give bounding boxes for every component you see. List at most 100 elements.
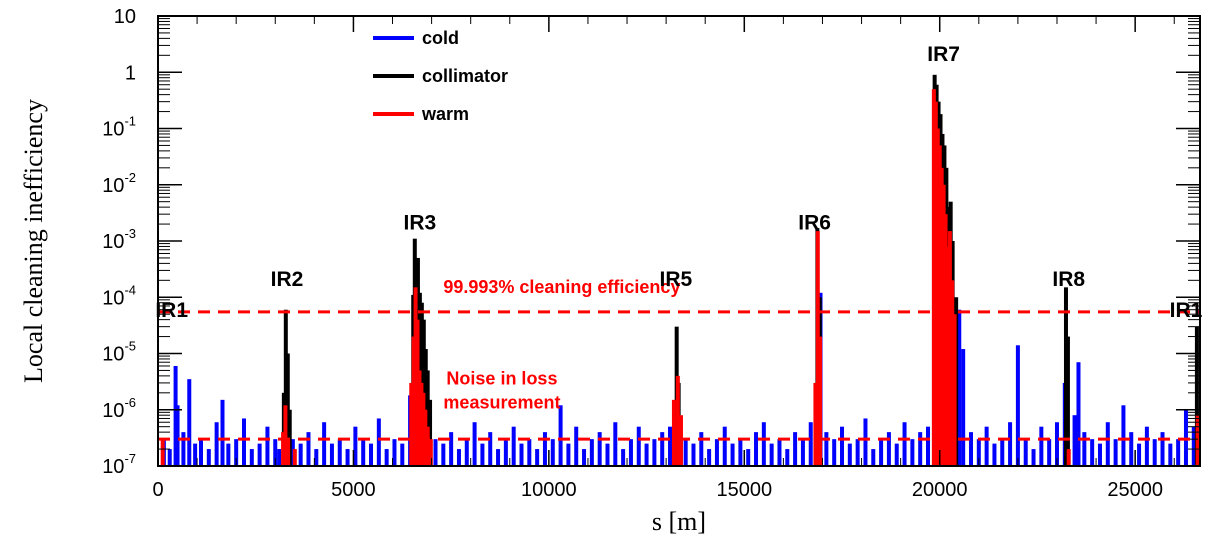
warm-bar: [813, 382, 818, 466]
cold-bar: [376, 418, 381, 466]
cold-bar: [175, 405, 180, 466]
warm-bar: [409, 382, 414, 466]
threshold-label: 99.993% cleaning efficiency: [443, 277, 680, 297]
x-axis-title: s [m]: [652, 507, 706, 536]
cold-bar: [277, 449, 282, 466]
cold-bar: [1090, 439, 1095, 466]
cold-bar: [968, 432, 973, 466]
ir-label: IR1: [155, 299, 188, 322]
cold-bar: [187, 379, 192, 466]
cold-bar: [793, 432, 798, 466]
cold-bar: [976, 439, 981, 466]
warm-bar: [1066, 449, 1071, 466]
x-tick-label: 10000: [521, 479, 577, 501]
warm-bar: [292, 449, 297, 466]
cold-bar: [433, 439, 438, 466]
cold-bar: [636, 426, 641, 466]
cold-bar: [879, 439, 884, 466]
cold-bar: [249, 449, 254, 466]
collimator-bar: [1065, 336, 1070, 466]
warm-bar: [286, 439, 291, 466]
cold-bar: [1015, 345, 1020, 466]
cold-bar: [808, 422, 813, 466]
x-tick-label: 0: [152, 479, 163, 501]
cold-bar: [400, 443, 405, 466]
cold-bar: [754, 432, 759, 466]
cold-bar: [582, 449, 587, 466]
cold-bar: [322, 422, 327, 466]
cold-bar: [566, 443, 571, 466]
cold-bar: [234, 439, 239, 466]
warm-bar: [425, 426, 430, 466]
cold-bar: [480, 443, 485, 466]
bars-layer: [160, 74, 1200, 467]
cold-bar: [472, 422, 477, 466]
y-tick-label: 10: [114, 6, 136, 28]
cold-bar: [1129, 432, 1134, 466]
cold-bar: [193, 443, 198, 466]
cold-bar: [1097, 443, 1102, 466]
noise-annotation: measurement: [443, 393, 560, 413]
cold-bar: [1047, 439, 1052, 466]
collimator-bar: [425, 370, 430, 466]
cold-bar: [214, 422, 219, 466]
cold-bar: [746, 449, 751, 466]
cold-bar: [840, 426, 845, 466]
cold-bar: [519, 443, 524, 466]
cold-bar: [337, 439, 342, 466]
cold-bar: [384, 449, 389, 466]
cold-bar: [910, 439, 915, 466]
ir-label: IR3: [404, 212, 437, 235]
x-tick-label: 25000: [1107, 479, 1163, 501]
cold-bar: [1072, 415, 1077, 466]
cold-bar: [1105, 422, 1110, 466]
cold-bar: [535, 449, 540, 466]
cold-bar: [449, 432, 454, 466]
warm-bar: [675, 375, 680, 466]
cold-bar: [542, 432, 547, 466]
cold-bar: [1168, 443, 1173, 466]
cold-bar: [628, 439, 633, 466]
cold-bar: [894, 443, 899, 466]
collimator-bar: [1194, 326, 1199, 466]
cold-bar: [241, 418, 246, 466]
cold-bar: [957, 309, 962, 466]
collimator-bar: [428, 399, 433, 466]
cold-bar: [361, 439, 366, 466]
cold-bar: [621, 449, 626, 466]
annotations: Noise in loss measurement: [443, 369, 560, 413]
cold-bar: [329, 443, 334, 466]
cold-bar: [824, 432, 829, 466]
y-tick-label: 1: [125, 62, 136, 84]
warm-bar: [945, 246, 950, 466]
warm-bar: [950, 280, 955, 466]
y-tick-exponent: -4: [124, 282, 136, 297]
cold-bar: [730, 443, 735, 466]
x-tick-label: 15000: [716, 479, 772, 501]
cold-bar: [527, 439, 532, 466]
cold-bar: [1121, 405, 1126, 466]
cold-bar: [722, 426, 727, 466]
warm-bar: [1195, 415, 1200, 466]
cold-bar: [1191, 426, 1196, 466]
warm-bar: [428, 439, 433, 466]
cold-bar: [668, 426, 673, 466]
ir-label: IR7: [927, 43, 960, 66]
cold-bar: [167, 449, 172, 466]
cold-bar: [298, 443, 303, 466]
cold-bar: [785, 449, 790, 466]
cold-bar: [1176, 439, 1181, 466]
cold-bar: [660, 432, 665, 466]
cold-bar: [353, 426, 358, 466]
cold-bar: [589, 439, 594, 466]
cold-bar: [597, 432, 602, 466]
cold-bar: [777, 439, 782, 466]
cold-bar: [550, 439, 555, 466]
cold-bar: [992, 443, 997, 466]
cold-bar: [769, 443, 774, 466]
warm-bar: [283, 405, 288, 466]
y-tick-exponent: -3: [124, 226, 136, 241]
y-tick-exponent: -1: [124, 114, 136, 129]
cold-bar: [1160, 432, 1165, 466]
cold-bar: [392, 439, 397, 466]
